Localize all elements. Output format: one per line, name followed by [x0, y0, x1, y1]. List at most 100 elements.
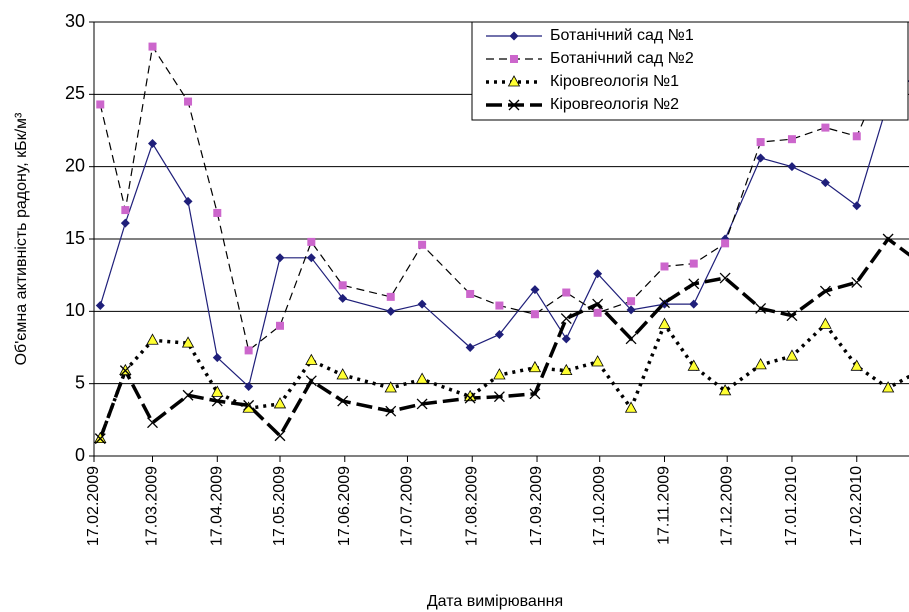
marker — [852, 201, 862, 211]
marker — [119, 365, 131, 377]
series-line — [99, 44, 909, 352]
marker — [560, 313, 572, 325]
x-tick-label: 17.09.2009 — [528, 466, 545, 546]
marker — [660, 262, 669, 271]
x-tick-label: 17.02.2010 — [848, 466, 865, 546]
marker — [244, 382, 254, 392]
y-tick-label: 30 — [65, 11, 85, 31]
marker — [528, 360, 542, 373]
marker — [688, 278, 700, 290]
marker — [530, 310, 539, 319]
marker — [561, 334, 571, 344]
marker — [689, 259, 698, 268]
marker — [274, 430, 286, 442]
marker — [415, 372, 429, 384]
marker — [560, 363, 573, 376]
marker — [508, 99, 520, 111]
marker — [754, 358, 767, 370]
marker — [852, 132, 861, 141]
marker — [212, 353, 222, 363]
marker — [494, 329, 504, 339]
legend-box — [471, 21, 909, 121]
marker — [882, 233, 894, 245]
marker — [211, 385, 224, 397]
marker — [96, 100, 105, 109]
marker — [275, 253, 285, 263]
marker — [687, 359, 700, 371]
x-tick-label: 17.04.2009 — [209, 466, 226, 546]
marker — [658, 317, 671, 329]
marker — [755, 302, 767, 314]
marker — [530, 285, 540, 295]
marker — [624, 401, 638, 413]
marker — [94, 431, 107, 444]
marker — [386, 306, 396, 316]
marker — [507, 75, 521, 87]
marker — [243, 399, 255, 411]
marker — [464, 392, 476, 404]
marker — [94, 433, 106, 445]
marker — [466, 289, 475, 298]
marker — [146, 333, 159, 345]
series-line — [98, 236, 909, 440]
marker — [493, 368, 506, 380]
marker — [213, 208, 222, 217]
marker — [148, 139, 158, 149]
marker — [593, 269, 603, 279]
y-tick-label: 15 — [65, 228, 85, 248]
marker — [821, 123, 830, 132]
marker — [721, 239, 730, 248]
marker — [386, 292, 395, 301]
marker — [418, 240, 427, 249]
x-tick-label: 17.03.2009 — [144, 466, 161, 546]
marker — [593, 308, 602, 317]
y-axis-label: Об'ємна активність радону, кБк/м³ — [13, 112, 30, 365]
plot-area — [94, 42, 909, 445]
marker — [95, 301, 105, 311]
marker — [719, 272, 731, 284]
marker — [244, 346, 253, 355]
series-line — [98, 320, 909, 440]
marker — [275, 321, 284, 330]
marker — [819, 285, 831, 297]
marker — [121, 206, 130, 215]
marker — [305, 353, 318, 365]
marker — [338, 293, 348, 303]
marker — [529, 388, 541, 400]
y-tick-label: 20 — [65, 155, 85, 175]
x-tick-label: 17.11.2009 — [656, 466, 673, 545]
legend-label: Ботанічний сад №1 — [550, 27, 694, 44]
series-line — [99, 80, 909, 388]
marker — [119, 363, 132, 376]
marker — [660, 299, 669, 309]
marker — [625, 333, 637, 345]
marker — [659, 297, 670, 309]
marker — [756, 153, 766, 163]
marker — [417, 299, 427, 309]
marker — [385, 405, 397, 417]
x-tick-label: 17.05.2009 — [271, 466, 288, 546]
legend-label: Ботанічний сад №2 — [550, 50, 694, 67]
marker — [592, 298, 604, 310]
marker — [147, 417, 158, 429]
y-tick-label: 10 — [65, 300, 85, 320]
marker — [273, 397, 287, 409]
marker — [819, 317, 832, 329]
marker — [305, 375, 317, 387]
marker — [211, 395, 223, 407]
x-axis-label: Дата вимірювання — [427, 593, 563, 610]
y-tick-label: 25 — [65, 83, 85, 103]
marker — [337, 395, 349, 407]
marker — [120, 218, 130, 228]
y-tick-label: 5 — [75, 372, 85, 392]
marker — [851, 276, 863, 288]
x-tick-label: 17.02.2009 — [85, 466, 102, 546]
marker — [881, 381, 895, 393]
marker — [465, 343, 475, 352]
marker — [786, 310, 798, 322]
marker — [820, 178, 830, 188]
marker — [384, 381, 397, 393]
x-tick-label: 17.08.2009 — [463, 466, 480, 546]
marker — [718, 384, 732, 396]
